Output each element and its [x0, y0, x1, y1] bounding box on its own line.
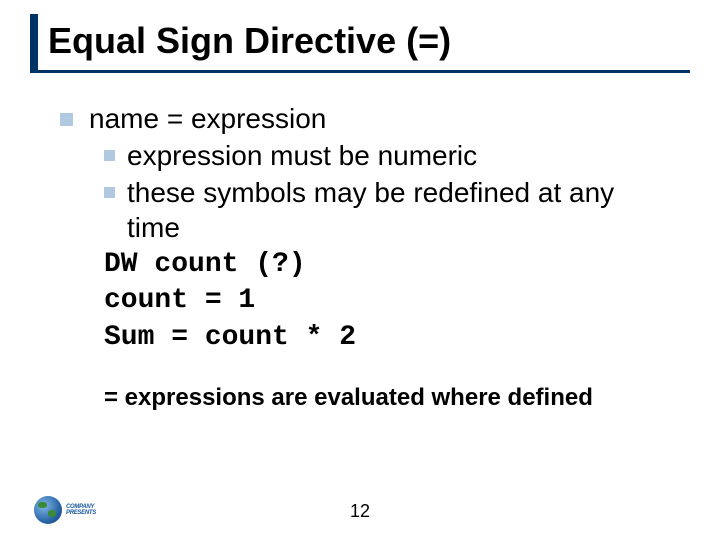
sub-bullet-group: expression must be numeric these symbols…	[60, 138, 670, 245]
bullet-text: name = expression	[89, 101, 326, 136]
bullet-level1: name = expression	[60, 101, 670, 136]
title-accent-bar	[30, 14, 38, 70]
code-line: count = 1	[104, 283, 670, 319]
square-bullet-icon	[60, 113, 73, 126]
emphasis-note: = expressions are evaluated where define…	[60, 384, 670, 412]
page-title: Equal Sign Directive (=)	[48, 14, 451, 70]
content-area: name = expression expression must be num…	[30, 73, 690, 412]
code-line: DW count (?)	[104, 247, 670, 283]
square-bullet-icon	[104, 187, 115, 198]
bullet-level2: these symbols may be redefined at any ti…	[104, 175, 670, 245]
slide: Equal Sign Directive (=) name = expressi…	[0, 0, 720, 540]
bullet-level2: expression must be numeric	[104, 138, 670, 173]
page-number: 12	[0, 501, 720, 522]
title-row: Equal Sign Directive (=)	[30, 14, 690, 70]
code-block: DW count (?) count = 1 Sum = count * 2	[60, 247, 670, 356]
code-line: Sum = count * 2	[104, 320, 670, 356]
sub-bullet-text: expression must be numeric	[127, 138, 477, 173]
sub-bullet-text: these symbols may be redefined at any ti…	[127, 175, 670, 245]
square-bullet-icon	[104, 150, 115, 161]
